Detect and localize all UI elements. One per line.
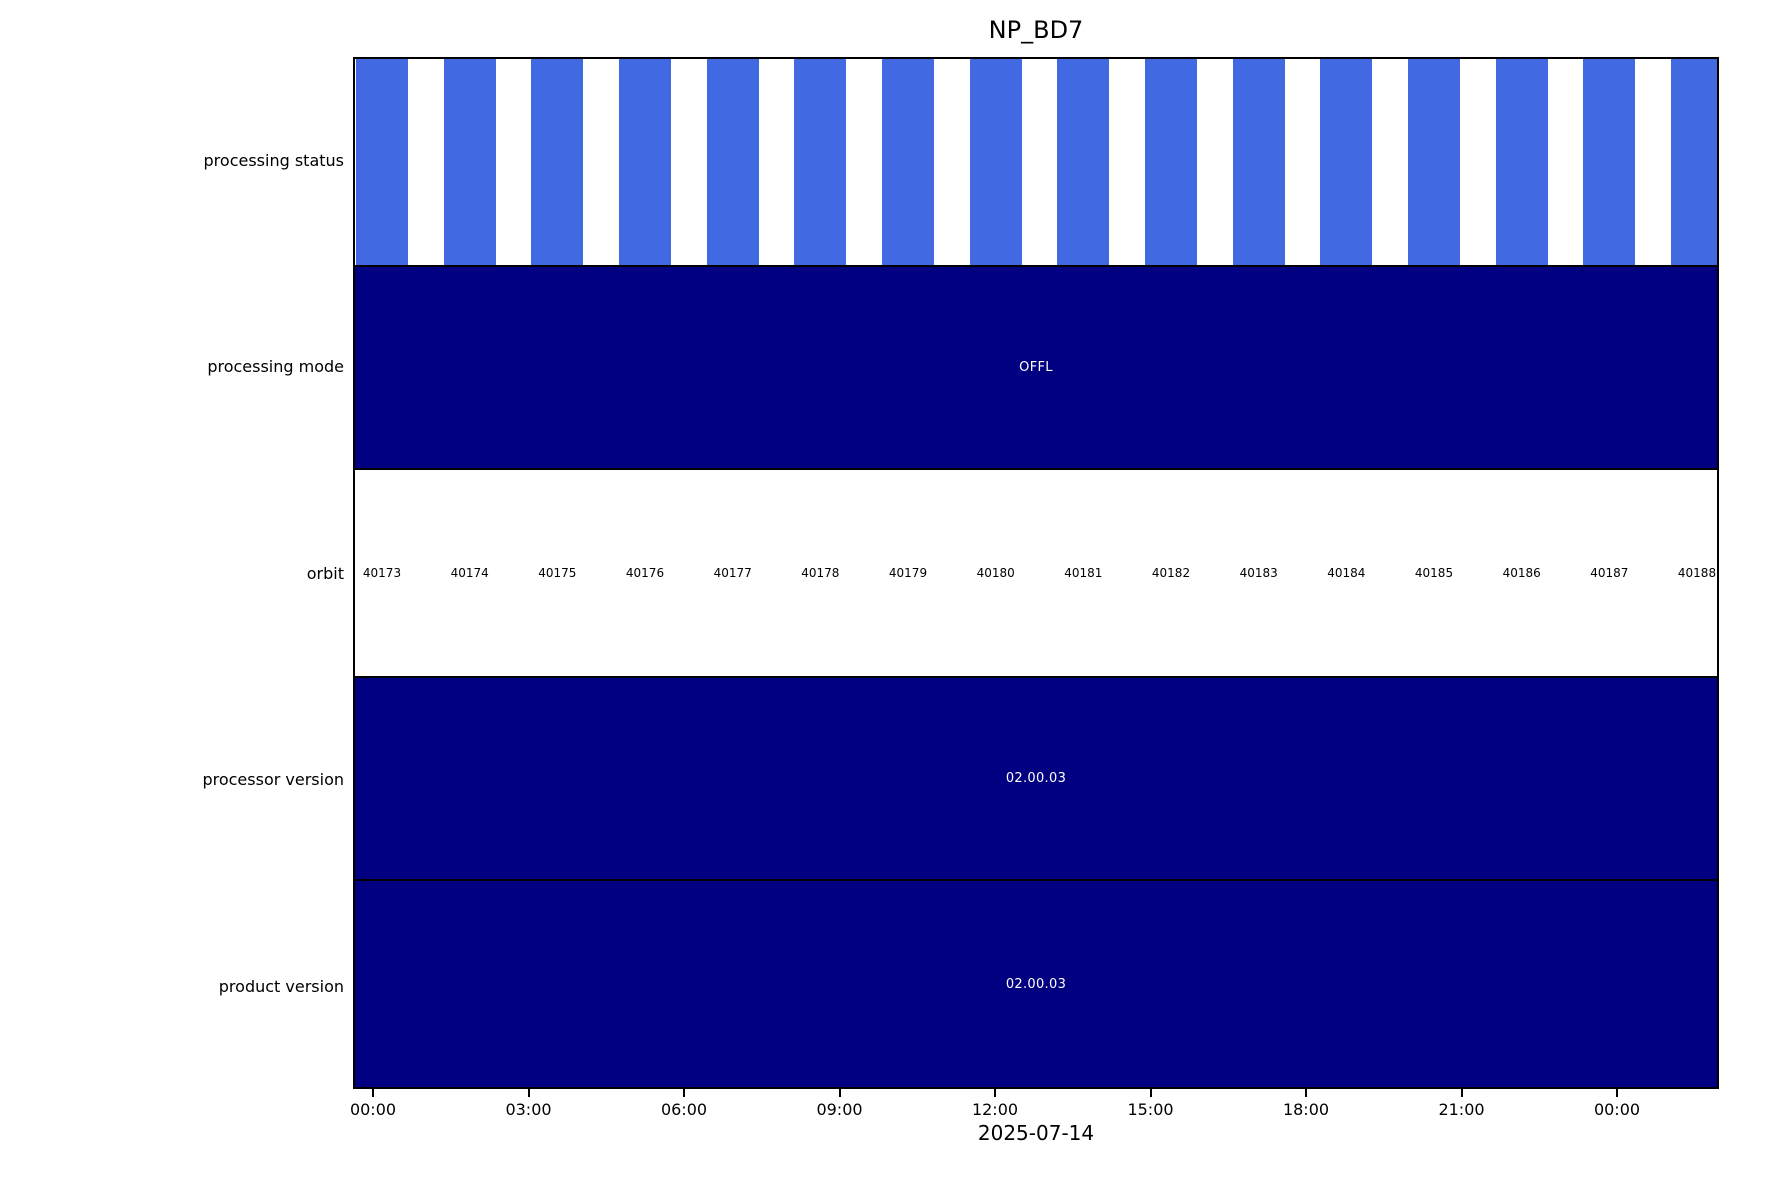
processing-status-bar: [1408, 59, 1460, 265]
orbit-number-label: 40184: [1327, 565, 1366, 580]
row-processing-mode: OFFL: [355, 264, 1717, 471]
x-tick-mark: [1149, 1089, 1152, 1097]
row-label-product-version: product version: [218, 977, 344, 996]
orbit-number-label: 40177: [713, 565, 752, 580]
x-tick-label: 15:00: [1127, 1100, 1174, 1119]
x-tick-label: 06:00: [660, 1100, 708, 1119]
orbit-number-label: 40181: [1064, 565, 1103, 580]
x-tick-mark: [527, 1089, 530, 1097]
processing-mode-value: OFFL: [1019, 359, 1053, 375]
row-orbit: 40173 40174 40175 40176 40177 40178 40179 40180…: [355, 470, 1717, 676]
orbit-number-label: 40175: [538, 565, 577, 580]
row-processor-version: 02.00.03: [355, 675, 1717, 882]
row-product-version: 02.00.03: [355, 881, 1717, 1087]
processing-status-bar: [969, 59, 1022, 265]
orbit-number-label: 40185: [1414, 565, 1454, 580]
orbit-number-label: 40183: [1239, 565, 1278, 580]
x-tick-label: 12:00: [971, 1100, 1019, 1119]
processing-status-bar: [531, 59, 584, 265]
row-processing-status: [355, 59, 1717, 265]
orbit-number-label: 40180: [976, 565, 1015, 580]
processing-status-bar: [1495, 59, 1548, 265]
processing-status-bar: [1057, 59, 1110, 265]
orbit-number-label: 40178: [801, 565, 840, 580]
orbit-number-label: 40187: [1590, 565, 1629, 580]
x-tick-mark: [838, 1089, 841, 1097]
processing-status-bar: [356, 59, 408, 265]
processor-version-value: 02.00.03: [1005, 771, 1067, 787]
chart-title: NP_BD7: [988, 16, 1084, 44]
x-tick-label: 09:00: [816, 1100, 863, 1119]
processing-status-bar: [619, 59, 671, 265]
orbit-number-label: 40179: [888, 565, 928, 580]
row-label-processing-status: processing status: [203, 151, 344, 170]
x-tick-mark: [683, 1089, 685, 1097]
x-axis-date-label: 2025-07-14: [977, 1121, 1095, 1145]
processing-status-bar: [1232, 59, 1285, 265]
orbit-number-label: 40188: [1677, 565, 1717, 580]
processing-status-bar: [1671, 59, 1717, 265]
x-tick-mark: [372, 1089, 374, 1097]
x-tick-mark: [1305, 1089, 1307, 1097]
row-label-orbit: orbit: [306, 564, 344, 583]
x-tick-label: 18:00: [1282, 1100, 1330, 1119]
row-label-processing-mode: processing mode: [207, 357, 344, 376]
plot-area: OFFL 40173 40174 40175 40176 40177 40178 40179…: [353, 57, 1719, 1089]
x-tick-mark: [994, 1089, 996, 1097]
x-tick-mark: [1460, 1089, 1463, 1097]
product-version-value: 02.00.03: [1005, 976, 1067, 992]
x-tick-label: 00:00: [349, 1100, 397, 1119]
processing-status-bar: [1320, 59, 1373, 265]
processing-status-bar: [794, 59, 847, 265]
orbit-number-label: 40173: [362, 565, 402, 580]
processing-status-bar: [882, 59, 934, 265]
processing-status-bar: [443, 59, 496, 265]
x-tick-label: 00:00: [1593, 1100, 1641, 1119]
orbit-number-label: 40186: [1502, 565, 1541, 580]
x-tick-mark: [1616, 1089, 1618, 1097]
x-tick-label: 03:00: [505, 1100, 552, 1119]
orbit-number-label: 40176: [625, 565, 665, 580]
x-tick-label: 21:00: [1438, 1100, 1485, 1119]
processing-status-bar: [1145, 59, 1197, 265]
row-label-processor-version: processor version: [202, 770, 344, 789]
processing-status-bar: [706, 59, 759, 265]
processing-status-bar: [1583, 59, 1636, 265]
orbit-number-label: 40182: [1151, 565, 1191, 580]
orbit-number-label: 40174: [450, 565, 489, 580]
